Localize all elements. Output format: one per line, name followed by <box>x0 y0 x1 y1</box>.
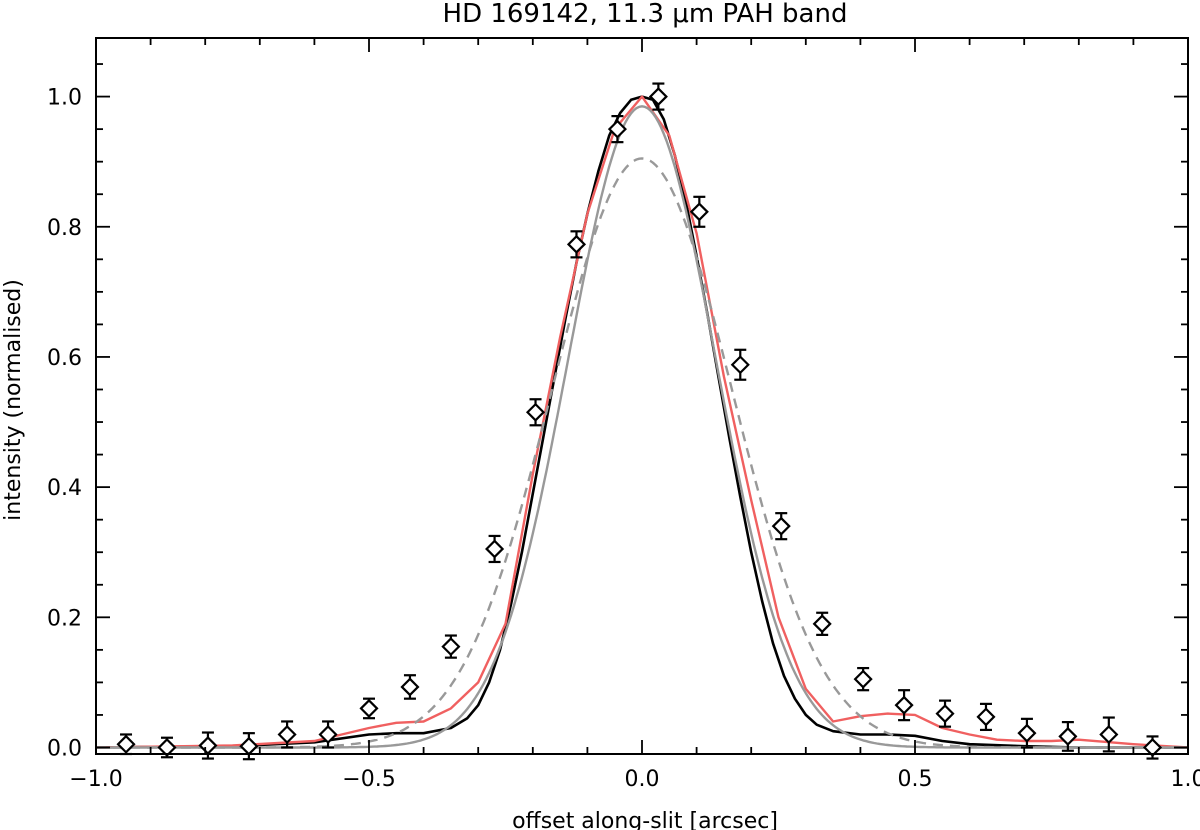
x-tick-label: −1.0 <box>69 767 122 792</box>
diamond-marker <box>566 234 587 254</box>
y-tick-label: 0.2 <box>47 606 82 631</box>
data-point <box>812 611 832 636</box>
diamond-marker <box>976 707 996 727</box>
data-point <box>359 697 379 720</box>
y-tick-label: 0.0 <box>47 736 82 761</box>
data-point <box>1142 735 1163 760</box>
diamond-marker <box>648 87 668 107</box>
diamond-marker <box>1017 723 1037 743</box>
diamond-marker <box>485 539 505 559</box>
diamond-marker <box>400 677 420 697</box>
diamond-marker <box>853 669 873 689</box>
diamond-marker <box>1058 726 1078 746</box>
data-point <box>1099 716 1119 753</box>
diamond-marker <box>116 734 136 754</box>
data-point <box>239 732 259 761</box>
diamond-marker <box>277 724 297 745</box>
diamond-marker <box>359 698 379 718</box>
data-point <box>318 720 338 749</box>
data-point <box>648 82 668 111</box>
diamond-marker <box>1099 724 1119 745</box>
diamond-marker <box>441 637 461 657</box>
y-tick-label: 0.6 <box>47 346 82 371</box>
diamond-marker <box>689 202 709 222</box>
series-line-gray-solid-fit <box>96 105 1188 749</box>
points-layer <box>116 82 1163 761</box>
y-tick-label: 0.4 <box>47 476 82 501</box>
y-axis-label: intensity (normalised) <box>1 279 26 521</box>
series-layer <box>96 95 1188 749</box>
y-tick-label: 1.0 <box>47 86 82 111</box>
data-point <box>525 398 546 427</box>
diamond-marker <box>157 737 177 758</box>
diamond-marker <box>525 402 546 422</box>
data-point <box>935 699 955 728</box>
x-tick-label: 1.0 <box>1171 767 1200 792</box>
x-tick-label: −0.5 <box>342 767 395 792</box>
diamond-marker <box>239 736 259 756</box>
axes-layer: −1.0 −0.5 0.0 0.5 1.0 0.0 0.2 0.4 0.6 0.8 1.0 <box>47 37 1200 792</box>
diamond-marker <box>812 614 832 634</box>
data-point <box>894 689 914 722</box>
data-point <box>116 733 136 756</box>
diamond-marker <box>318 724 338 745</box>
x-axis-label: offset along-slit [arcsec] <box>512 809 778 830</box>
x-tick-label: 0.0 <box>625 767 660 792</box>
data-point <box>1017 717 1037 749</box>
chart-title: HD 169142, 11.3 μm PAH band <box>443 0 848 29</box>
data-point <box>607 115 627 144</box>
data-point <box>485 534 505 564</box>
diamond-marker <box>771 516 791 536</box>
plot-frame <box>95 37 1189 755</box>
diamond-marker <box>198 735 218 756</box>
diamond-marker <box>607 119 627 139</box>
diamond-marker <box>730 355 750 375</box>
data-point <box>853 666 873 692</box>
data-point <box>277 720 297 749</box>
x-tick-label: 0.5 <box>898 767 933 792</box>
series-line-gray-dashed-fit <box>96 157 1188 749</box>
data-point <box>1058 721 1078 752</box>
data-point <box>400 674 420 700</box>
data-point <box>730 348 750 381</box>
data-point <box>689 195 709 228</box>
series-line-black-solid-model <box>96 95 1188 749</box>
data-point <box>771 512 791 541</box>
diamond-marker <box>1142 737 1163 758</box>
data-point <box>976 702 996 732</box>
data-point <box>441 634 461 659</box>
diamond-marker <box>894 695 914 715</box>
data-point <box>157 736 177 759</box>
data-point <box>566 230 587 259</box>
y-tick-label: 0.8 <box>47 216 82 241</box>
diamond-marker <box>935 704 955 724</box>
series-line-red-solid-model <box>96 95 1188 749</box>
